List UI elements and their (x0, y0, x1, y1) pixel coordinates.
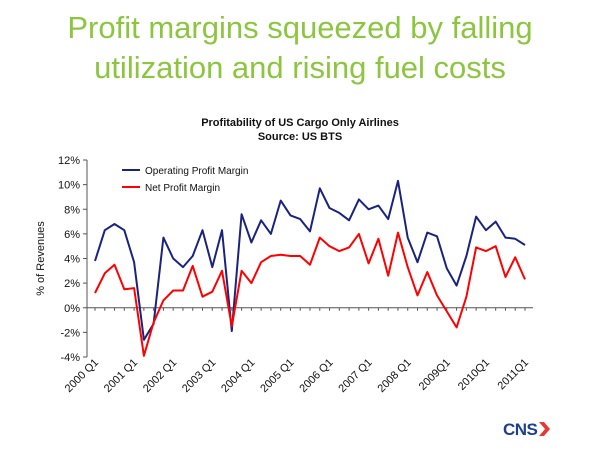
x-tick-label: 2010Q1 (456, 357, 492, 393)
series-line-net-profit-margin (94, 231, 526, 357)
chart-subtitle: Source: US BTS (257, 131, 343, 143)
y-tick-label: 2% (64, 278, 80, 290)
x-tick-label: 2005 Q1 (258, 357, 296, 395)
y-tick-label: 10% (58, 180, 80, 192)
chart-title: Profitability of US Cargo Only Airlines (201, 117, 399, 129)
x-tick-label: 2002 Q1 (141, 357, 179, 395)
series-line-operating-profit-margin (94, 179, 526, 341)
legend-label-operating: Operating Profit Margin (145, 166, 248, 177)
y-axis-title: % of Revenues (35, 221, 47, 296)
y-tick-label: 8% (64, 204, 80, 216)
legend-label-net: Net Profit Margin (145, 183, 220, 194)
chevron-right-icon (539, 422, 550, 436)
x-tick-label: 2001 Q1 (102, 357, 140, 395)
x-tick-label: 2004 Q1 (219, 357, 257, 395)
x-tick-label: 2008 Q1 (376, 357, 414, 395)
y-tick-label: 6% (64, 229, 80, 241)
slide-title-line-2: utilization and rising fuel costs (94, 50, 506, 85)
cns-logo: CNS (503, 420, 538, 440)
x-tick-label: 2011Q1 (496, 357, 532, 393)
slide-title: Profit margins squeezed by falling utili… (0, 8, 600, 88)
x-tick-label: 2006 Q1 (297, 357, 335, 395)
y-tick-label: 0% (64, 303, 80, 315)
y-tick-label: -4% (60, 352, 80, 364)
y-tick-label: 4% (64, 254, 80, 266)
cns-logo-text: CNS (503, 420, 538, 439)
y-tick-label: -2% (60, 327, 80, 339)
x-tick-label: 2003 Q1 (180, 357, 218, 395)
y-tick-label: 12% (58, 155, 80, 167)
slide-title-line-1: Profit margins squeezed by falling (67, 10, 533, 45)
chart-title-block: Profitability of US Cargo Only Airlines … (100, 116, 500, 144)
x-tick-label: 2007 Q1 (336, 357, 374, 395)
x-tick-label: 2009Q1 (417, 357, 453, 393)
